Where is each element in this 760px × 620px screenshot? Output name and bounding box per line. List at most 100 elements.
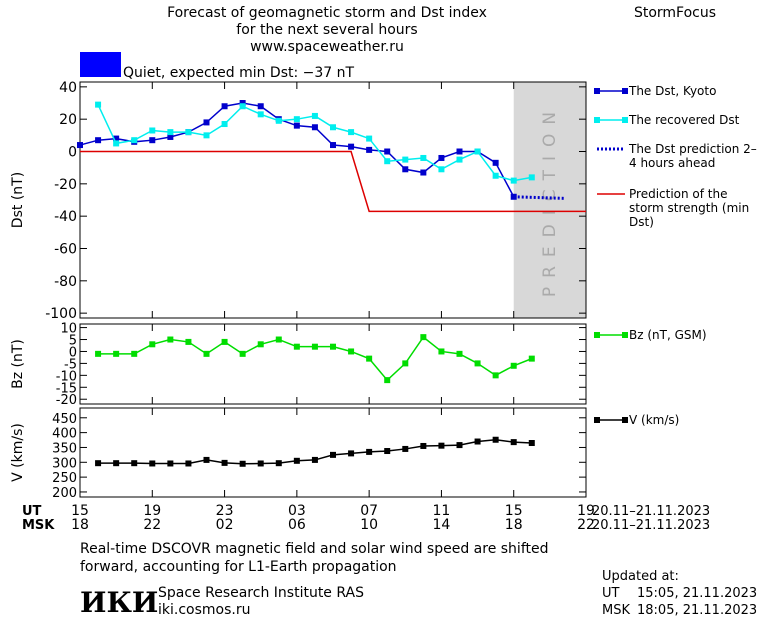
series-marker (348, 450, 355, 457)
series-marker (221, 338, 228, 345)
series-marker (456, 442, 463, 449)
y-tick-label: -100 (45, 306, 77, 322)
note-line: forward, accounting for L1-Earth propaga… (80, 559, 397, 575)
series-line (98, 336, 533, 382)
series-marker (311, 112, 318, 119)
institute: Space Research Institute RAS (158, 585, 364, 601)
series-marker (311, 124, 318, 131)
x-tick-label-msk: 14 (433, 517, 451, 533)
series-marker (167, 336, 174, 343)
series-marker (95, 350, 102, 357)
y-tick-label: -15 (56, 381, 77, 396)
legend-label: V (km/s) (629, 413, 680, 427)
series-marker (275, 460, 282, 467)
series-marker (239, 103, 246, 110)
series-marker (167, 460, 174, 467)
x-tick-label-msk: 18 (71, 517, 89, 533)
series-marker (510, 439, 517, 446)
updated-zone: UT (602, 586, 620, 601)
x-tick-label: 07 (360, 503, 378, 519)
series-marker (420, 169, 427, 176)
x-tick-label-msk: 18 (505, 517, 523, 533)
series-marker (492, 159, 499, 166)
x-tick-label: 19 (577, 503, 595, 519)
x-tick-label-msk: 22 (577, 517, 595, 533)
prediction-band (513, 82, 586, 318)
y-tick-label: -10 (56, 369, 77, 384)
series-marker (492, 436, 499, 443)
series-marker (293, 122, 300, 129)
y-axis-title: V (km/s) (10, 423, 26, 482)
series-marker (420, 334, 427, 341)
series-marker (221, 459, 228, 466)
series-marker (366, 448, 373, 455)
series-marker (203, 456, 210, 463)
legend-label: Prediction of the storm strength (min Ds… (629, 187, 750, 229)
ut-dates: 20.11–21.11.2023 (592, 504, 710, 519)
series-marker (203, 119, 210, 126)
series-marker (402, 360, 409, 367)
series-marker (77, 142, 83, 149)
y-tick-label: 450 (52, 412, 77, 427)
series-marker (203, 350, 210, 357)
series-marker (275, 336, 282, 343)
series-marker (167, 129, 174, 136)
series-marker (384, 448, 391, 455)
y-tick-label: 5 (69, 334, 77, 349)
series-marker (474, 360, 481, 367)
series-marker (149, 127, 156, 134)
y-axis-title: Dst (nT) (10, 172, 26, 228)
series-marker (330, 343, 336, 350)
series-marker (402, 156, 409, 163)
logo: ИКИ (80, 586, 158, 619)
status-box (80, 52, 121, 77)
x-tick-label: 11 (433, 503, 451, 519)
series-marker (131, 350, 138, 357)
y-tick-label: -60 (54, 241, 77, 257)
series-marker (131, 460, 138, 467)
updated-time: 18:05, 21.11.2023 (637, 603, 757, 618)
legend-marker (622, 332, 628, 338)
series-marker (456, 156, 463, 163)
title-line: www.spaceweather.ru (250, 39, 404, 55)
series-marker (149, 137, 156, 144)
legend-marker (594, 117, 600, 123)
series-marker (330, 124, 336, 131)
y-tick-label: -20 (54, 177, 77, 193)
series-marker (366, 355, 373, 362)
series-marker (167, 133, 174, 140)
note-line: Real-time DSCOVR magnetic field and sola… (80, 541, 549, 557)
series-marker (311, 343, 318, 350)
legend-marker (594, 88, 600, 94)
series-line (80, 150, 586, 213)
plot-frame (79, 81, 587, 319)
legend-label: The recovered Dst (629, 113, 740, 127)
series-marker (185, 338, 192, 345)
series-marker (348, 143, 355, 150)
series-marker (113, 350, 120, 357)
legend-label: The Dst, Kyoto (629, 84, 717, 98)
x-tick-label-msk: 10 (360, 517, 378, 533)
site: iki.cosmos.ru (158, 602, 250, 618)
x-tick-label-msk: 02 (216, 517, 234, 533)
series-marker (456, 148, 463, 155)
series-marker (384, 148, 391, 155)
y-tick-label: 0 (69, 345, 77, 360)
y-tick-label: 300 (52, 456, 77, 471)
series-marker (113, 140, 120, 147)
series-marker (528, 355, 535, 362)
series-marker (293, 457, 300, 464)
status-text: Quiet, expected min Dst: −37 nT (123, 65, 355, 81)
plot-frame (79, 323, 587, 405)
series-marker (257, 103, 264, 110)
series-marker (149, 460, 156, 467)
y-tick-label: 400 (52, 427, 77, 442)
updated-title: Updated at: (602, 569, 679, 584)
series-marker (348, 348, 355, 355)
legend-marker (594, 332, 600, 338)
x-tick-label-msk: 06 (288, 517, 306, 533)
title-line: Forecast of geomagnetic storm and Dst in… (167, 5, 487, 21)
series-marker (528, 440, 535, 447)
legend-label: Bz (nT, GSM) (629, 328, 707, 342)
